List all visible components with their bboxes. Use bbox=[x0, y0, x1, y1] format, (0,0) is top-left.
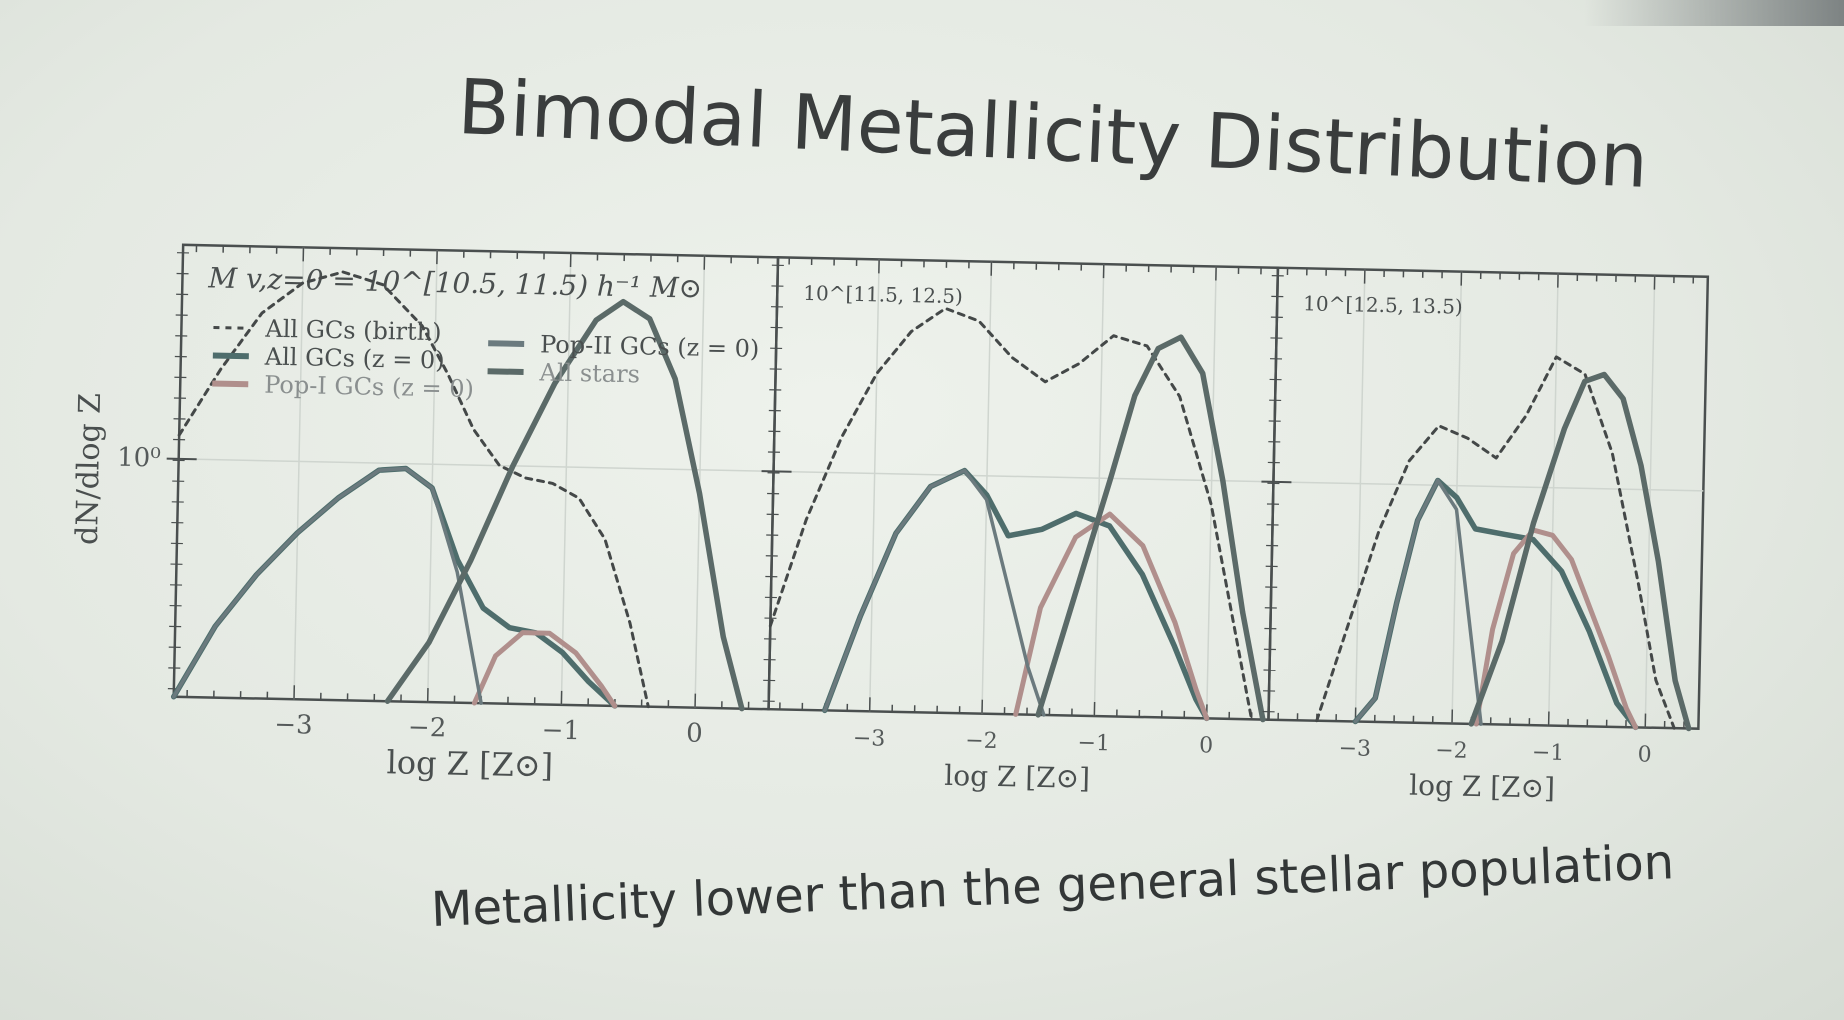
panel-2: −3 −2 −1 0 log Z [Z⊙] 10^[11.5, 12.5) bbox=[761, 256, 1280, 795]
series-line-all-stars bbox=[1468, 371, 1692, 732]
x-tick-label: −2 bbox=[408, 713, 447, 744]
grid-line bbox=[1205, 266, 1217, 719]
series-line-all-stars bbox=[384, 298, 745, 712]
x-tick-label: −3 bbox=[853, 726, 886, 752]
series-line-all-stars bbox=[1035, 334, 1266, 723]
x-tick-label: −1 bbox=[1077, 731, 1110, 757]
legend-swatch bbox=[488, 340, 525, 347]
x-tick-label: −1 bbox=[541, 715, 580, 746]
legend-swatch bbox=[212, 380, 249, 388]
legend-swatch bbox=[212, 352, 249, 360]
grid-line bbox=[1093, 264, 1105, 717]
panel-annotation: 10^[11.5, 12.5) bbox=[803, 281, 963, 308]
series-line-pop-i-gcs-z-0- bbox=[1473, 527, 1639, 730]
x-axis-label: log Z [Z⊙] bbox=[944, 759, 1090, 795]
panel-annotation: 10^[12.5, 13.5) bbox=[1303, 291, 1463, 318]
y-major-tick bbox=[166, 457, 197, 461]
x-tick-label: −3 bbox=[1338, 736, 1371, 762]
grid-line bbox=[1273, 481, 1704, 492]
series-line-pop-ii-gcs-z-0- bbox=[823, 468, 1046, 717]
panel-frame bbox=[172, 243, 780, 711]
grid-line bbox=[773, 470, 1274, 483]
projector-edge-shade bbox=[1584, 0, 1844, 26]
series-line-all-gcs-birth- bbox=[177, 270, 650, 709]
y-major-tick bbox=[761, 470, 792, 473]
series-line-pop-i-gcs-z-0- bbox=[471, 630, 618, 709]
x-tick-label: −2 bbox=[965, 728, 998, 754]
legend-label: All GCs (birth) bbox=[264, 315, 442, 347]
x-tick-label: 0 bbox=[686, 718, 703, 748]
x-tick-label: −3 bbox=[274, 710, 313, 741]
grid-line bbox=[1354, 269, 1366, 722]
x-axis-label: log Z [Z⊙] bbox=[386, 743, 553, 784]
grid-line bbox=[1547, 273, 1559, 726]
grid-line bbox=[560, 252, 572, 705]
grid-line bbox=[293, 247, 305, 700]
legend-swatch bbox=[213, 325, 250, 330]
series-line-all-gcs-z-0- bbox=[170, 465, 618, 709]
series-line-all-gcs-birth- bbox=[768, 306, 1254, 721]
legend-label: All stars bbox=[538, 358, 640, 388]
x-axis-label: log Z [Z⊙] bbox=[1409, 769, 1555, 805]
legend-swatch bbox=[487, 368, 524, 375]
panel-3: −3 −2 −1 0 log Z [Z⊙] 10^[12.5, 13.5) bbox=[1261, 266, 1710, 805]
series-line-pop-ii-gcs-z-0- bbox=[171, 466, 483, 705]
grid-line bbox=[868, 259, 880, 712]
series-line-pop-ii-gcs-z-0- bbox=[1353, 478, 1483, 726]
legend-label: Pop-II GCs (z = 0) bbox=[540, 330, 760, 363]
x-tick-label: 0 bbox=[1637, 742, 1652, 767]
panel-frame bbox=[1267, 266, 1710, 730]
legend-label: Pop-I GCs (z = 0) bbox=[264, 371, 474, 403]
y-axis-label: dN/dlog Z bbox=[70, 393, 108, 546]
series-line-pop-i-gcs-z-0- bbox=[1013, 511, 1210, 721]
grid-line bbox=[178, 458, 774, 473]
x-tick-label: −2 bbox=[1435, 738, 1468, 764]
grid-line bbox=[981, 261, 993, 714]
y-major-tick bbox=[1261, 480, 1292, 484]
series-line-all-gcs-z-0- bbox=[822, 467, 1210, 722]
grid-line bbox=[426, 250, 438, 703]
legend-label: All GCs (z = 0) bbox=[264, 343, 445, 375]
x-tick-label: −1 bbox=[1532, 740, 1565, 766]
x-tick-label: 0 bbox=[1199, 733, 1214, 758]
y-tick-label: 10⁰ bbox=[117, 443, 161, 474]
legend: All GCs (birth)All GCs (z = 0)Pop-I GCs … bbox=[212, 315, 760, 403]
series-line-all-gcs-birth- bbox=[1315, 355, 1676, 730]
